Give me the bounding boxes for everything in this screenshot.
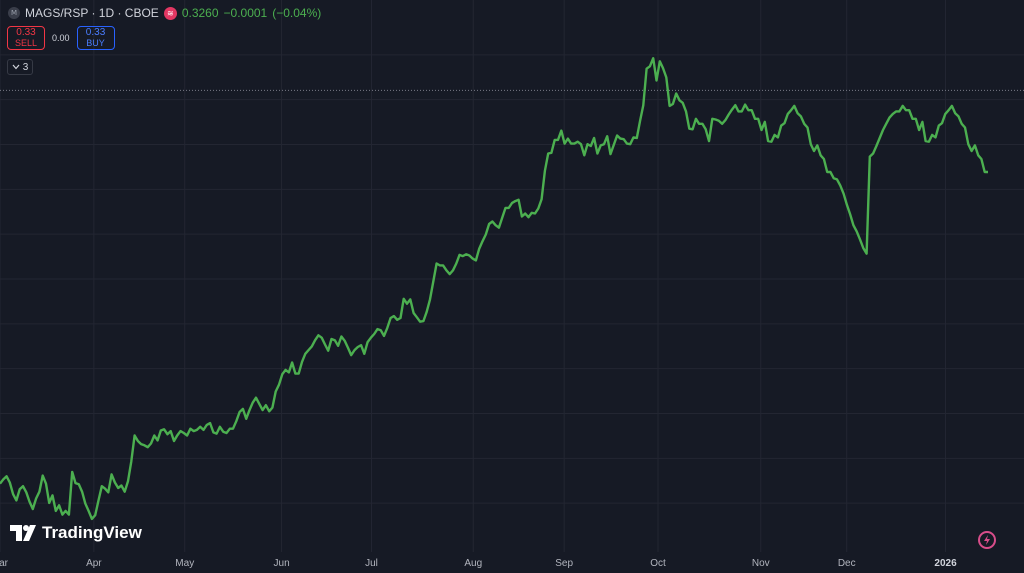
x-tick-label: Jul: [365, 558, 378, 569]
x-tick-label: Jun: [274, 558, 290, 569]
x-tick-label: May: [175, 558, 194, 569]
tradingview-wordmark: TradingView: [42, 523, 142, 542]
sell-button[interactable]: 0.33 SELL: [7, 26, 45, 50]
exchange-badge-icon: ≋: [163, 6, 177, 20]
symbol-logo-icon: M: [8, 7, 20, 19]
sell-label: SELL: [14, 38, 38, 48]
x-axis: Mar Apr May Jun Jul Aug Sep Oct Nov Dec 2026: [0, 558, 957, 569]
lightning-icon[interactable]: [978, 531, 996, 549]
buy-button[interactable]: 0.33 BUY: [76, 26, 115, 50]
x-tick-label: Mar: [0, 558, 9, 569]
chevron-down-icon: [12, 64, 20, 70]
price-change-pct: (−0.04%): [272, 6, 322, 20]
x-tick-label: Aug: [464, 558, 482, 569]
sell-price: 0.33: [16, 27, 36, 38]
spread-value: 0.00: [52, 33, 70, 43]
symbol-title[interactable]: MAGS/RSP · 1D · CBOE: [25, 6, 159, 20]
indicators-count: 3: [22, 61, 29, 73]
price-change: −0.0001: [223, 6, 268, 20]
x-tick-label: Nov: [752, 558, 770, 569]
x-tick-label: 2026: [934, 558, 957, 569]
buy-label: BUY: [86, 38, 105, 48]
last-value: 0.3260: [181, 6, 219, 20]
tradingview-logo-icon: [10, 525, 36, 541]
x-tick-label: Sep: [555, 558, 573, 569]
indicators-toggle-button[interactable]: 3: [7, 59, 33, 75]
x-tick-label: Dec: [838, 558, 856, 569]
tradingview-logo[interactable]: TradingView: [10, 523, 142, 543]
series-line: [0, 57, 988, 521]
x-tick-label: Oct: [650, 558, 666, 569]
symbol-legend: M MAGS/RSP · 1D · CBOE ≋ 0.3260 −0.0001 …: [8, 4, 321, 22]
x-tick-label: Apr: [86, 558, 102, 569]
buy-price: 0.33: [85, 27, 106, 38]
chart-grid: [0, 0, 1024, 552]
trade-buttons: 0.33 SELL 0.00 0.33 BUY: [7, 26, 115, 50]
